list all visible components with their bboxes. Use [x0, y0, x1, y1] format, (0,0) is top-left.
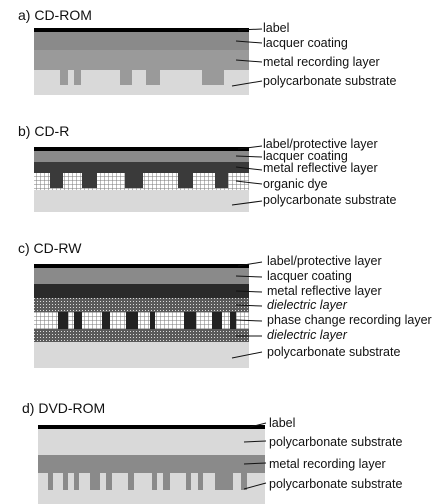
label-text: lacquer coating [263, 36, 348, 50]
label-layer [34, 264, 249, 268]
label-text: lacquer coating [263, 149, 348, 163]
dielectric-layer-top [34, 298, 249, 312]
label-text: label [263, 21, 289, 35]
dye-marks [50, 173, 228, 188]
lacquer-layer [34, 32, 249, 50]
label-text: polycarbonate substrate [267, 345, 400, 359]
dielectric-layer-bottom [34, 329, 249, 342]
label-layer [34, 28, 249, 32]
lacquer-layer [34, 268, 249, 284]
leader-lines [231, 145, 263, 206]
panel-cd-r: b) CD-R label/protective layer lacquer c… [18, 123, 396, 212]
metal-recording-layer [38, 455, 265, 473]
panel-title-cd-rom: a) CD-ROM [18, 7, 92, 23]
panel-dvd-rom: d) DVD-ROM label polycarbonate substrate [22, 400, 402, 504]
panel-title-dvd-rom: d) DVD-ROM [22, 400, 105, 416]
pits [48, 473, 247, 490]
panel-title-cd-r: b) CD-R [18, 123, 69, 139]
metal-reflective-layer [34, 162, 249, 173]
label-text: polycarbonate substrate [269, 477, 402, 491]
leader-lines [243, 422, 267, 490]
panel-cd-rw: c) CD-RW label/protective layer [18, 240, 432, 368]
lacquer-layer [34, 151, 249, 162]
label-text: metal recording layer [263, 55, 380, 69]
label-text: label/protective layer [267, 254, 382, 268]
label-text: metal reflective layer [263, 161, 378, 175]
leader-lines [231, 28, 263, 87]
upper-substrate-layer [38, 429, 265, 455]
label-text: metal reflective layer [267, 284, 382, 298]
label-text: phase change recording layer [267, 313, 432, 327]
substrate-layer [34, 342, 249, 368]
pits [60, 70, 224, 85]
label-text: dielectric layer [267, 298, 348, 312]
label-text: label [269, 416, 295, 430]
label-layer [38, 425, 265, 429]
phase-change-marks [58, 312, 236, 329]
panel-title-cd-rw: c) CD-RW [18, 240, 82, 256]
label-text: organic dye [263, 177, 328, 191]
label-layer [34, 147, 249, 151]
substrate-layer [34, 190, 249, 212]
panel-cd-rom: a) CD-ROM label lacquer coating metal re… [18, 7, 396, 95]
metal-reflective-layer [34, 284, 249, 298]
metal-recording-layer [34, 50, 249, 70]
leader-lines [231, 261, 263, 359]
label-text: metal recording layer [269, 457, 386, 471]
label-text: lacquer coating [267, 269, 352, 283]
label-text: polycarbonate substrate [263, 193, 396, 207]
label-text: polycarbonate substrate [269, 435, 402, 449]
label-text: dielectric layer [267, 328, 348, 342]
label-text: polycarbonate substrate [263, 74, 396, 88]
label-text: label/protective layer [263, 137, 378, 151]
